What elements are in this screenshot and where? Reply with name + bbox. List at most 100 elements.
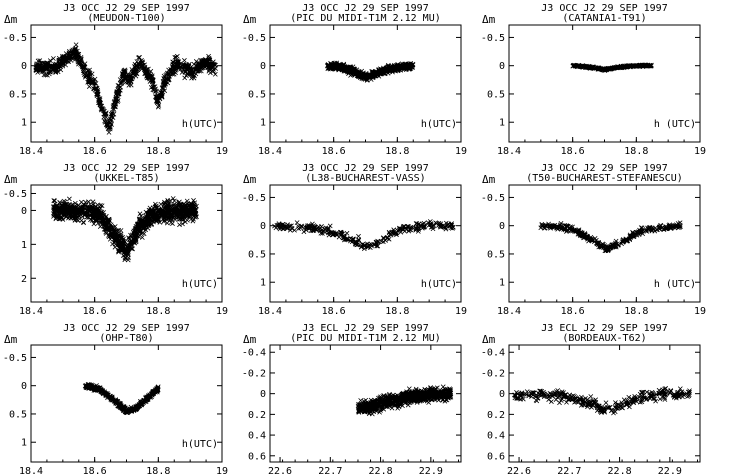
x-axis-annotation: h (UTC): [654, 279, 696, 290]
data-point-markers: [538, 220, 683, 254]
panel-title: J3 ECL J2 29 SEP 1997: [541, 323, 667, 334]
y-tick-label: 0.5: [248, 249, 266, 260]
x-axis-annotation: h(UTC): [421, 279, 457, 290]
panel-title: J3 OCC J2 29 SEP 1997: [302, 3, 428, 14]
scatter-series: [355, 384, 454, 417]
y-axis-label: Δm: [243, 173, 257, 186]
x-tick-label: 18.6: [83, 146, 107, 157]
y-tick-label: 0.4: [487, 431, 505, 442]
x-tick-label: 18.8: [146, 146, 170, 157]
x-tick-label: 18.4: [19, 306, 43, 317]
y-tick-label: -0.5: [242, 193, 266, 204]
x-tick-label: 19: [216, 306, 228, 317]
x-tick-label: 22.9: [419, 466, 443, 476]
y-tick-label: 1: [499, 278, 505, 289]
y-tick-label: 0: [260, 61, 266, 72]
y-axis-label: Δm: [482, 333, 496, 346]
y-tick-label: 0: [21, 381, 27, 392]
y-tick-label: 0.5: [487, 249, 505, 260]
y-tick-label: -0.4: [242, 348, 266, 359]
y-axis-label: Δm: [482, 173, 496, 186]
panel-5: J3 OCC J2 29 SEP 1997(L38-BUCHAREST-VASS…: [242, 163, 467, 317]
data-point-markers: [325, 60, 416, 83]
panel-subtitle: (BORDEAUX-T62): [562, 333, 646, 344]
y-tick-label: 1: [260, 278, 266, 289]
panel-9: J3 ECL J2 29 SEP 1997(BORDEAUX-T62) Δm 22.…: [481, 323, 701, 476]
data-point-markers: [51, 196, 199, 263]
y-tick-label: 0.6: [487, 451, 505, 462]
data-point-markers: [511, 386, 692, 416]
panel-1: J3 OCC J2 29 SEP 1997(MEUDON-T100) Δm 18.4…: [3, 3, 228, 157]
x-axis-annotation: h(UTC): [421, 119, 457, 130]
x-tick-label: 22.8: [608, 466, 632, 476]
panel-4: J3 OCC J2 29 SEP 1997(UKKEL-T85) Δm 18.4 18…: [3, 163, 228, 317]
data-point-markers: [82, 381, 161, 416]
panel-title: J3 OCC J2 29 SEP 1997: [63, 163, 189, 174]
y-tick-label: 1: [21, 438, 27, 449]
panel-title: J3 OCC J2 29 SEP 1997: [63, 323, 189, 334]
scatter-series: [511, 386, 692, 416]
y-tick-label: 0.5: [487, 89, 505, 100]
y-tick-label: -0.2: [242, 368, 266, 379]
x-tick-label: 18.8: [624, 306, 648, 317]
panel-7: J3 OCC J2 29 SEP 1997(OHP-T80) Δm 18.4 18.6…: [3, 323, 228, 476]
y-tick-label: 0.6: [248, 451, 266, 462]
panel-title: J3 OCC J2 29 SEP 1997: [63, 3, 189, 14]
y-tick-label: 0.5: [9, 89, 27, 100]
x-tick-label: 19: [455, 146, 467, 157]
x-tick-label: 18.8: [624, 146, 648, 157]
y-tick-label: 1: [260, 118, 266, 129]
y-tick-label: 0: [499, 61, 505, 72]
x-tick-label: 22.6: [268, 466, 292, 476]
y-axis-label: Δm: [4, 173, 18, 186]
x-tick-label: 18.8: [146, 466, 170, 476]
data-point-markers: [355, 384, 454, 417]
y-axis-label: Δm: [482, 13, 496, 26]
y-tick-label: 2: [21, 274, 27, 285]
y-tick-label: -0.5: [481, 193, 505, 204]
x-tick-label: 22.7: [318, 466, 342, 476]
data-point-markers: [570, 62, 654, 73]
scatter-series: [82, 381, 161, 416]
x-tick-label: 18.4: [258, 306, 282, 317]
x-tick-label: 22.8: [369, 466, 393, 476]
y-axis-label: Δm: [4, 333, 18, 346]
panel-subtitle: (OHP-T80): [99, 333, 153, 344]
scatter-series: [51, 196, 199, 263]
panel-subtitle: (PIC DU MIDI-T1M 2.12 MU): [290, 13, 441, 24]
y-tick-label: 0: [260, 389, 266, 400]
panel-subtitle: (L38-BUCHAREST-VASS): [305, 173, 425, 184]
y-tick-label: 1: [21, 240, 27, 251]
x-tick-label: 18.6: [83, 466, 107, 476]
x-tick-label: 22.6: [507, 466, 531, 476]
data-point-markers: [272, 219, 456, 252]
y-tick-label: -0.5: [3, 189, 27, 200]
x-tick-label: 18.6: [561, 306, 585, 317]
y-tick-label: 0.5: [248, 89, 266, 100]
x-tick-label: 18.4: [258, 146, 282, 157]
y-axis-label: Δm: [4, 13, 18, 26]
y-axis-label: Δm: [243, 333, 257, 346]
x-tick-label: 19: [694, 146, 706, 157]
y-tick-label: 0.2: [248, 410, 266, 421]
x-tick-label: 22.7: [557, 466, 581, 476]
x-tick-label: 18.6: [322, 146, 346, 157]
x-tick-label: 18.4: [19, 466, 43, 476]
panel-title: J3 OCC J2 29 SEP 1997: [541, 3, 667, 14]
panel-8: J3 ECL J2 29 SEP 1997(PIC DU MIDI-T1M 2.…: [242, 323, 462, 476]
scatter-series: [33, 42, 218, 135]
plot-frame: [508, 344, 701, 463]
y-tick-label: 1: [499, 118, 505, 129]
y-tick-label: 0: [260, 221, 266, 232]
x-tick-label: 18.4: [497, 146, 521, 157]
y-tick-label: -0.4: [481, 348, 505, 359]
x-tick-label: 18.6: [83, 306, 107, 317]
panel-subtitle: (UKKEL-T85): [93, 173, 159, 184]
panel-subtitle: (MEUDON-T100): [87, 13, 165, 24]
y-axis-label: Δm: [243, 13, 257, 26]
plot-frame: [269, 344, 462, 463]
x-tick-label: 18.6: [322, 306, 346, 317]
y-tick-label: 1: [21, 118, 27, 129]
y-tick-label: 0.2: [487, 410, 505, 421]
